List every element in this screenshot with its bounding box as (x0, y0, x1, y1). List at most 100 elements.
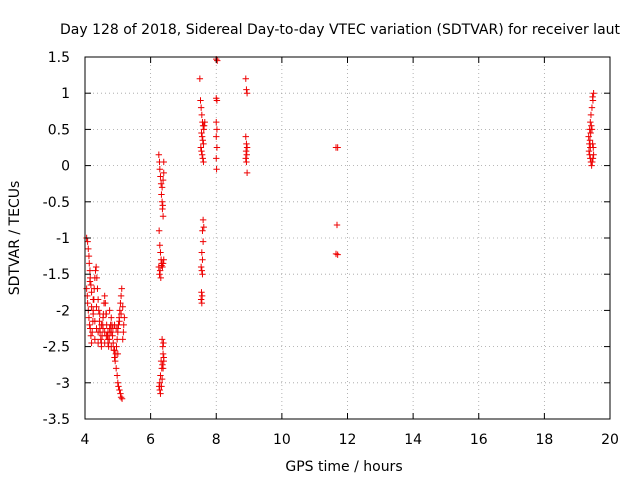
data-point (585, 147, 593, 155)
data-point (117, 394, 125, 401)
y-tick-label: 1.5 (48, 50, 70, 66)
data-point (198, 133, 206, 140)
data-point (111, 357, 119, 365)
data-point (586, 137, 594, 144)
data-point (117, 299, 124, 307)
data-point (117, 310, 125, 318)
data-point (243, 86, 250, 93)
x-axis-label: GPS time / hours (285, 459, 402, 475)
data-point (111, 354, 118, 361)
data-point (158, 336, 166, 343)
data-point (199, 137, 206, 144)
data-point (96, 310, 103, 318)
y-tick-label: 1 (61, 86, 70, 102)
data-point (94, 285, 101, 292)
data-point (115, 383, 122, 390)
data-point (243, 140, 250, 148)
data-point (588, 104, 596, 111)
data-point (114, 325, 122, 332)
data-point (157, 357, 165, 365)
data-point (213, 126, 221, 133)
data-point (200, 223, 207, 231)
data-point (157, 180, 165, 187)
x-tick-label: 18 (535, 432, 553, 448)
data-points (83, 55, 597, 402)
data-point (334, 144, 341, 151)
data-point (198, 111, 206, 119)
data-point (88, 289, 95, 296)
data-point (158, 383, 165, 390)
data-point (111, 321, 118, 329)
x-tick-label: 14 (404, 432, 422, 448)
data-point (587, 111, 595, 119)
data-point (588, 162, 595, 169)
data-point (589, 155, 597, 162)
x-tick-label: 6 (146, 432, 155, 448)
data-point (106, 307, 113, 314)
data-point (94, 339, 102, 347)
data-point (197, 263, 205, 271)
data-point (200, 140, 207, 148)
data-point (242, 155, 249, 162)
data-point (85, 245, 92, 253)
data-point (198, 249, 206, 256)
data-point (119, 303, 126, 310)
data-point (155, 227, 163, 234)
data-point (91, 318, 99, 325)
data-point (104, 336, 112, 343)
data-point (117, 390, 124, 397)
data-point (159, 202, 166, 209)
y-tick-label: 0 (61, 159, 70, 175)
y-tick-label: -3 (56, 376, 70, 392)
data-point (159, 361, 166, 368)
data-point (201, 118, 208, 126)
data-point (199, 271, 206, 278)
data-point (213, 133, 220, 140)
data-point (89, 328, 96, 336)
data-point (160, 256, 167, 263)
data-point (119, 336, 126, 343)
data-point (243, 169, 251, 177)
data-point (243, 151, 250, 158)
data-point (156, 379, 164, 386)
data-point (91, 336, 99, 343)
data-point (159, 213, 167, 220)
data-point (587, 118, 594, 126)
data-point (214, 57, 221, 64)
grid-lines (85, 57, 610, 419)
data-point (156, 267, 164, 274)
data-point (156, 242, 164, 249)
data-point (198, 147, 205, 155)
y-axis-label: SDTVAR / TECUs (7, 181, 23, 296)
data-point (159, 350, 167, 358)
data-point (213, 144, 221, 151)
data-point (116, 307, 123, 314)
data-point (160, 169, 167, 177)
data-point (86, 321, 93, 329)
data-point (90, 310, 97, 318)
data-point (86, 278, 94, 285)
data-point (108, 328, 115, 336)
data-point (101, 292, 108, 300)
data-point (243, 158, 250, 166)
data-point (92, 267, 99, 274)
data-point (87, 332, 95, 339)
data-point (158, 191, 165, 198)
data-point (99, 325, 107, 332)
data-point (589, 140, 596, 148)
y-tick-labels: 1.5 1 0.5 0 -0.5 -1 -1.5 -2 -2.5 -3 -3.5 (43, 50, 70, 428)
data-point (158, 375, 166, 383)
data-point (98, 321, 105, 329)
data-point (585, 133, 592, 140)
data-point (116, 318, 123, 325)
data-point (334, 251, 341, 258)
data-point (213, 166, 220, 173)
data-point (197, 97, 204, 104)
data-point (242, 147, 250, 155)
data-point (199, 216, 207, 224)
data-point (156, 271, 163, 278)
data-point (155, 151, 163, 158)
data-point (198, 129, 205, 137)
data-point (110, 339, 117, 347)
data-point (243, 90, 251, 97)
